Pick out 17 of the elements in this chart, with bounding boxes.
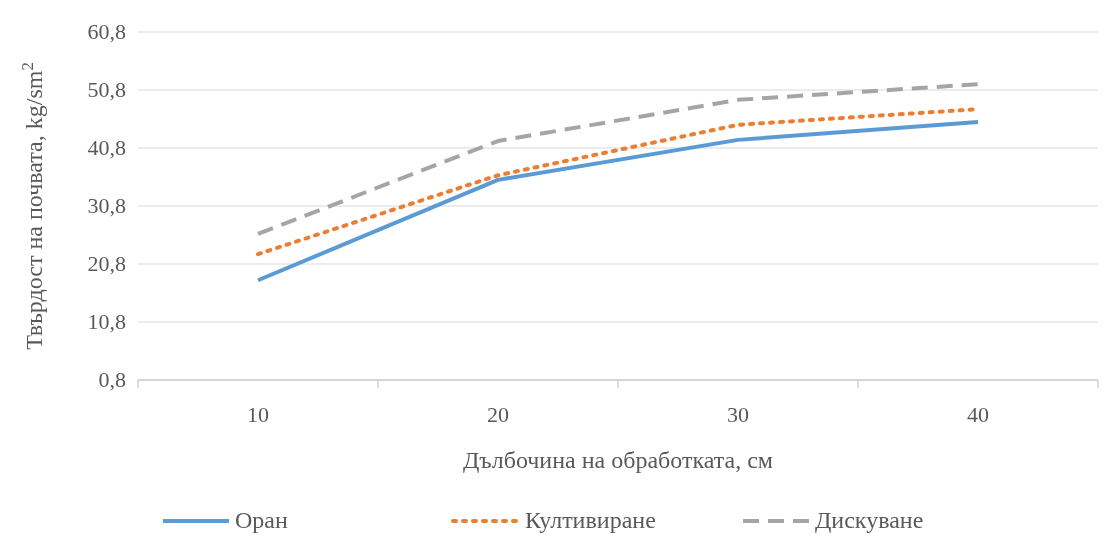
y-tick-label: 0,8: [98, 367, 126, 392]
legend-label: Дискуване: [815, 507, 924, 533]
y-tick-label: 50,8: [87, 77, 126, 102]
x-tick-label: 30: [727, 402, 749, 427]
x-tick-label: 40: [967, 402, 989, 427]
legend-label: Оран: [235, 507, 288, 533]
x-axis-title: Дълбочина на обработката, см: [462, 447, 774, 473]
legend-label: Култивиране: [525, 507, 656, 533]
line-series: [256, 82, 980, 236]
line-series: [256, 119, 980, 283]
x-tick-label: 20: [487, 402, 509, 427]
y-tick-label: 30,8: [87, 193, 126, 218]
y-tick-label: 20,8: [87, 251, 126, 276]
x-tick-label: 10: [247, 402, 269, 427]
y-tick-label: 40,8: [87, 135, 126, 160]
y-tick-label: 60,8: [87, 19, 126, 44]
y-tick-label: 10,8: [87, 309, 126, 334]
